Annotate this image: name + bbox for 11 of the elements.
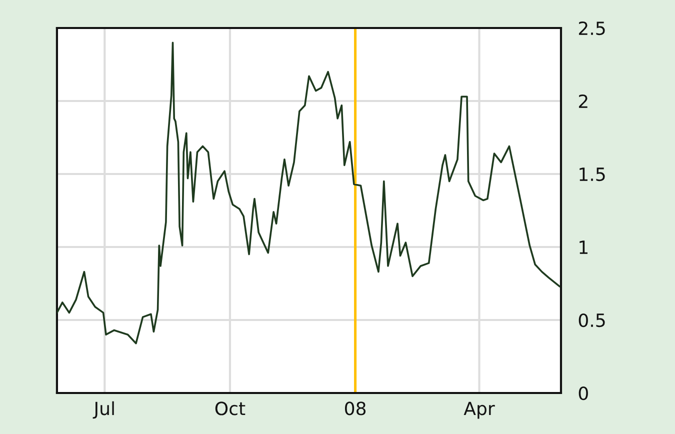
x-tick-label: Jul xyxy=(92,401,114,419)
y-tick-label: 2.5 xyxy=(578,21,605,36)
line-series xyxy=(56,42,561,344)
y-tick-label: 2 xyxy=(578,94,588,108)
y-tick-label: 1 xyxy=(580,240,588,254)
x-tick-label: Oct xyxy=(215,402,246,416)
y-tick-label: 0.5 xyxy=(578,313,605,328)
y-tick-label: 1.5 xyxy=(580,168,605,182)
y-tick-label: 0 xyxy=(578,386,588,400)
x-tick-label: Apr xyxy=(464,402,495,419)
x-tick-label: 08 xyxy=(345,402,366,416)
